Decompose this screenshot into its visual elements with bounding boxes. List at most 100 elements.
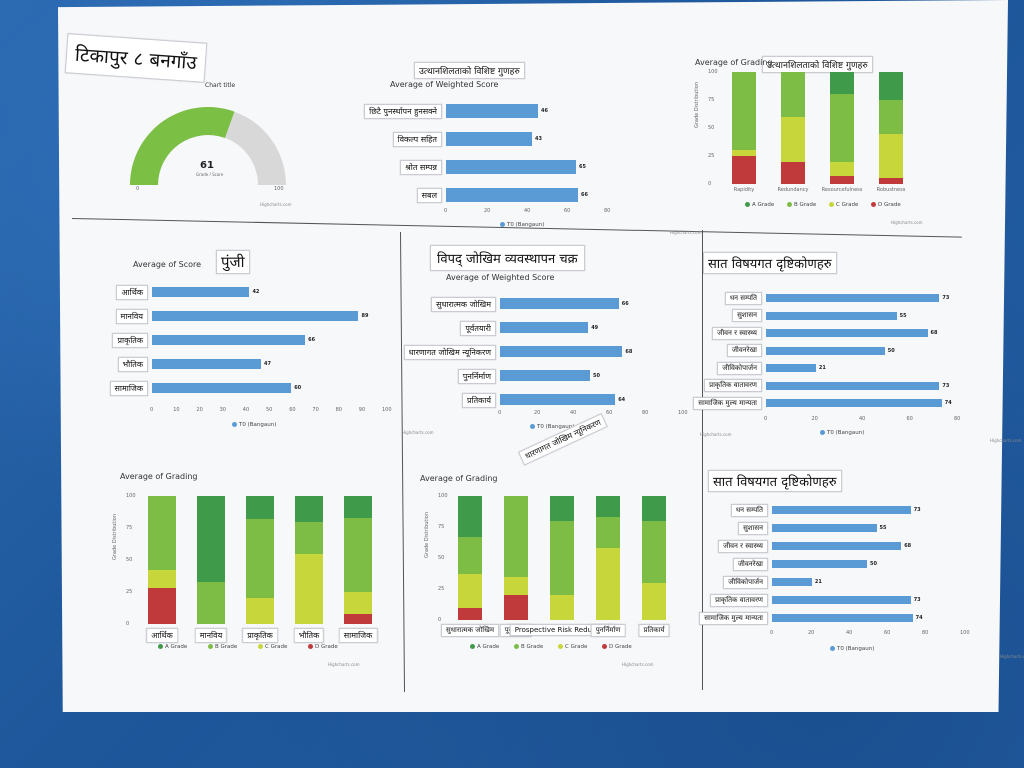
category-label-note: धन सम्पति	[730, 503, 768, 517]
bar-value-label: 50	[593, 372, 600, 379]
bar-value-label: 68	[904, 543, 912, 549]
y-tick-label: 100	[438, 493, 448, 499]
bar-value-label: 21	[818, 365, 826, 371]
legend-label: T0 (Bangaun)	[837, 646, 875, 652]
axis-tick-label: 50	[266, 407, 273, 413]
stacked-bar-segment	[295, 521, 323, 554]
bar-value-label: 46	[541, 108, 548, 114]
seven-title-1: सात विषयगत दृष्टिकोणहरु	[708, 257, 832, 272]
bar	[772, 560, 867, 568]
bar-value-label: 21	[814, 579, 822, 585]
bar-value-label: 55	[879, 525, 887, 531]
y-tick-label: 50	[438, 555, 445, 561]
legend-item: D Grade	[308, 644, 338, 650]
stacked-bar-segment	[642, 496, 666, 521]
stacked-bar-segment	[732, 72, 756, 151]
chart-credit: Highcharts.com	[670, 230, 702, 235]
y-tick-label: 100	[708, 69, 718, 75]
stacked-bar-segment	[732, 150, 756, 156]
category-label-note: प्रतिकार्य	[461, 392, 496, 408]
y-tick-label: 25	[708, 153, 715, 159]
seven-title-note-2: सात विषयगत दृष्टिकोणहरु	[708, 470, 842, 492]
legend-label: A Grade	[752, 202, 775, 208]
bar-value-label: 55	[899, 312, 907, 319]
legend-swatch	[258, 644, 263, 649]
bar	[500, 346, 623, 357]
axis-tick-label: 60	[906, 416, 913, 422]
y-tick-label: 0	[126, 621, 130, 627]
legend-item: B Grade	[208, 644, 237, 650]
axis-tick-label: 80	[954, 416, 961, 422]
stacked-bar-segment	[596, 548, 620, 620]
stacked-bar-segment	[830, 176, 854, 184]
legend-label: C Grade	[836, 202, 859, 208]
bar-value-label: 73	[942, 382, 950, 389]
category-label-note: सामाजिक	[338, 628, 378, 643]
bar-value-label: 73	[913, 597, 921, 603]
category-label-note: पुनर्निर्माण	[590, 624, 626, 637]
legend-swatch	[602, 644, 607, 649]
axis-tick-label: 80	[604, 208, 611, 214]
legend-swatch	[530, 424, 535, 429]
chart-credit: Highcharts.com	[622, 662, 654, 667]
stacked-bar-segment	[148, 588, 176, 624]
stacked-bar-segment	[550, 496, 574, 521]
category-label: Robustness	[876, 187, 906, 193]
category-label: Redundancy	[777, 187, 809, 193]
capital-title: पुंजी	[221, 253, 245, 271]
stacked-bar-segment	[830, 72, 854, 95]
axis-tick-label: 80	[922, 630, 929, 636]
y-tick-label: 75	[708, 97, 715, 103]
stacked-bar-segment	[550, 520, 574, 596]
legend-swatch	[308, 644, 313, 649]
bar-value-label: 65	[579, 164, 586, 170]
legend-label: A Grade	[165, 644, 188, 650]
bar-value-label: 66	[581, 192, 588, 198]
legend-swatch	[500, 222, 505, 227]
bar	[500, 298, 619, 309]
chart-title: Average of Weighted Score	[446, 273, 555, 282]
category-label-note: श्रोत सम्पन्न	[400, 160, 442, 175]
axis-tick-label: 90	[358, 407, 366, 413]
stacked-bar-segment	[596, 517, 620, 549]
y-tick-label: 100	[126, 493, 136, 499]
stacked-bar-segment	[197, 581, 225, 624]
category-label-note: जीवनरेखा	[726, 344, 762, 357]
axis-tick-label: 100	[382, 407, 392, 413]
legend-item: C Grade	[829, 202, 858, 208]
legend-item: A Grade	[158, 644, 187, 650]
stacked-bar-segment	[458, 574, 482, 608]
gauge-title: Chart title	[205, 82, 236, 89]
bar-value-label: 50	[887, 347, 895, 354]
chart-title: Average of Weighted Score	[390, 80, 499, 89]
bar	[500, 370, 590, 381]
legend-label: T0 (Bangaun)	[827, 430, 865, 436]
stacked-bar-segment	[344, 613, 372, 624]
bar-value-label: 66	[308, 337, 316, 343]
legend-item: D Grade	[871, 202, 901, 208]
bar	[766, 364, 816, 372]
legend-item: T0 (Bangaun)	[232, 422, 276, 428]
axis-tick-label: 40	[524, 208, 531, 214]
category-label-note: जीवन र स्वास्थ्य	[712, 326, 762, 340]
bar-value-label: 66	[621, 300, 629, 307]
bar	[772, 578, 812, 586]
legend-swatch	[820, 430, 825, 435]
seven-title-2: सात विषयगत दृष्टिकोणहरु	[713, 475, 837, 490]
bar	[766, 329, 928, 337]
category-label-note: धारणागत जोखिम न्यूनिकरण	[403, 344, 496, 360]
gauge-value: 61	[200, 160, 214, 171]
bar-value-label: 42	[252, 289, 260, 295]
gauge-sublabel: Grade / Score	[196, 172, 224, 177]
axis-tick-label: 0	[770, 630, 774, 636]
legend-swatch	[558, 644, 563, 649]
stacked-bar-segment	[879, 178, 903, 184]
category-label-note: विकल्प सहित	[392, 132, 442, 147]
category-label-note: मानविय	[194, 628, 228, 643]
chart-credit: Highcharts.com	[1000, 654, 1024, 659]
bar	[772, 614, 913, 622]
y-tick-label: 25	[438, 586, 445, 592]
category-label: Resourcefulness	[821, 187, 863, 193]
legend-label: B Grade	[215, 644, 238, 650]
legend-item: T0 (Bangaun)	[830, 646, 874, 652]
